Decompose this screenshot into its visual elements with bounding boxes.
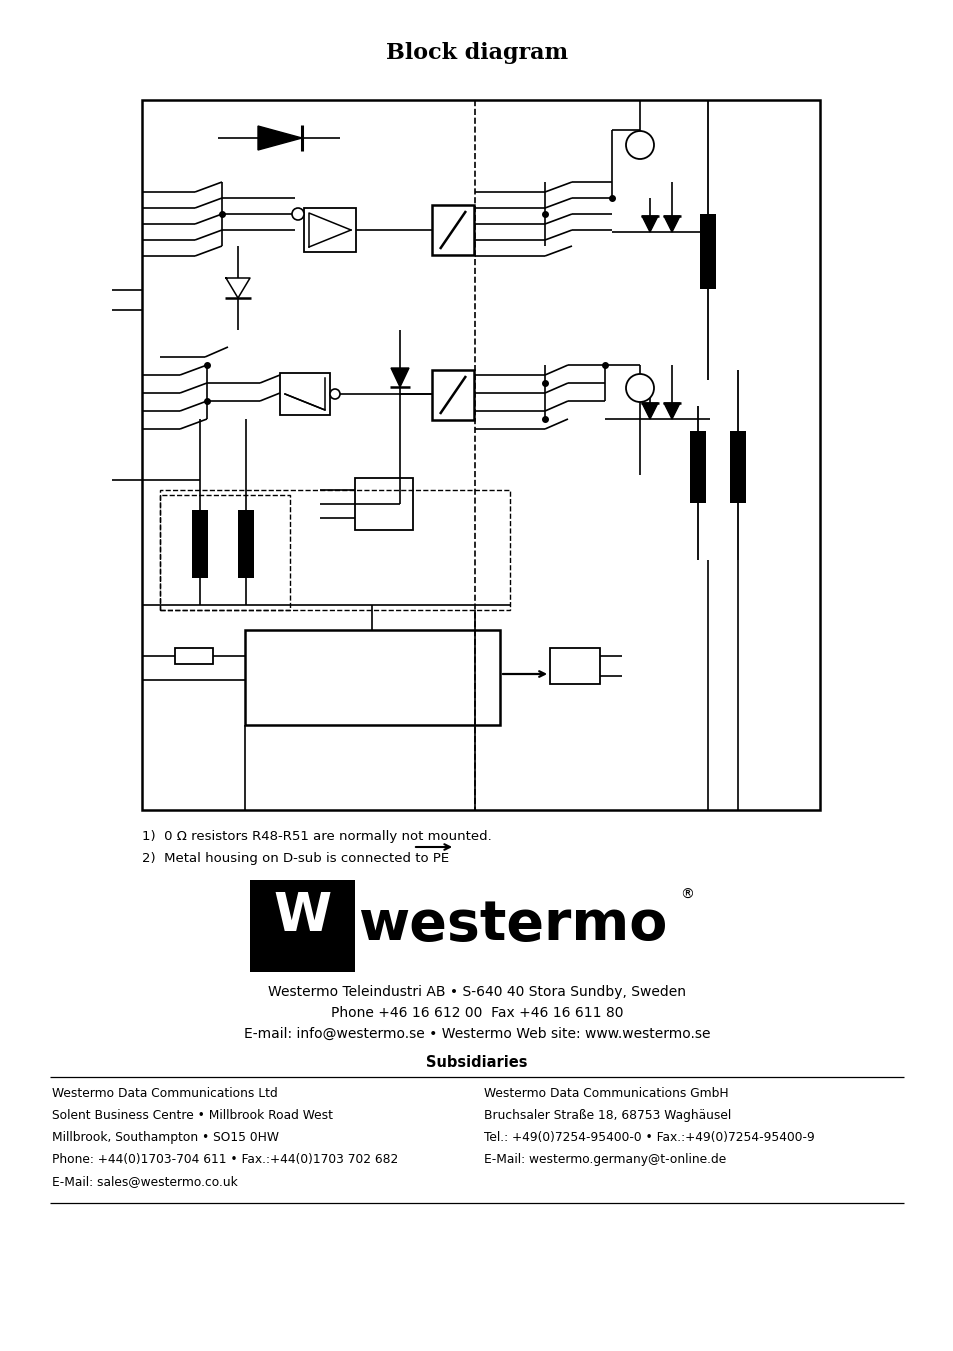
Polygon shape: [663, 403, 679, 419]
Text: Block diagram: Block diagram: [386, 42, 567, 63]
Circle shape: [330, 389, 339, 399]
Bar: [174, 648, 213, 663]
Text: 1)  0 Ω resistors R48-R51 are normally not mounted.: 1) 0 Ω resistors R48-R51 are normally no…: [142, 830, 491, 843]
Bar: [355, 478, 413, 530]
Bar: [160, 494, 290, 611]
Text: ®: ®: [679, 888, 693, 902]
Bar: [700, 213, 716, 289]
Bar: [304, 208, 355, 253]
Text: Phone +46 16 612 00  Fax +46 16 611 80: Phone +46 16 612 00 Fax +46 16 611 80: [331, 1006, 622, 1020]
Circle shape: [625, 374, 654, 403]
Circle shape: [625, 131, 654, 159]
Polygon shape: [641, 403, 658, 419]
Bar: [142, 100, 820, 811]
Text: Westermo Data Communications GmbH: Westermo Data Communications GmbH: [483, 1088, 728, 1100]
Bar: [237, 509, 253, 578]
Bar: [280, 373, 330, 415]
Text: Phone: +44(0)1703-704 611 • Fax.:+44(0)1703 702 682: Phone: +44(0)1703-704 611 • Fax.:+44(0)1…: [52, 1152, 397, 1166]
Bar: [250, 880, 355, 971]
Text: E-Mail: sales@westermo.co.uk: E-Mail: sales@westermo.co.uk: [52, 1175, 237, 1188]
Bar: [432, 370, 474, 420]
Polygon shape: [641, 216, 658, 232]
Polygon shape: [391, 367, 409, 386]
Bar: [729, 431, 745, 503]
Text: Westermo Teleindustri AB • S-640 40 Stora Sundby, Sweden: Westermo Teleindustri AB • S-640 40 Stor…: [268, 985, 685, 998]
Text: E-Mail: westermo.germany@t-online.de: E-Mail: westermo.germany@t-online.de: [483, 1152, 725, 1166]
Bar: [245, 630, 499, 725]
Bar: [192, 509, 208, 578]
Bar: [160, 490, 510, 611]
Polygon shape: [257, 126, 302, 150]
Bar: [689, 431, 705, 503]
Text: W: W: [273, 890, 331, 942]
Bar: [432, 205, 474, 255]
Text: Solent Business Centre • Millbrook Road West: Solent Business Centre • Millbrook Road …: [52, 1109, 333, 1121]
Bar: [550, 648, 599, 684]
Text: westermo: westermo: [357, 898, 667, 952]
Text: Tel.: +49(0)7254-95400-0 • Fax.:+49(0)7254-95400-9: Tel.: +49(0)7254-95400-0 • Fax.:+49(0)72…: [483, 1131, 814, 1144]
Text: Subsidiaries: Subsidiaries: [426, 1055, 527, 1070]
Text: Bruchsaler Straße 18, 68753 Waghäusel: Bruchsaler Straße 18, 68753 Waghäusel: [483, 1109, 731, 1121]
Polygon shape: [663, 216, 679, 232]
Text: E-mail: info@westermo.se • Westermo Web site: www.westermo.se: E-mail: info@westermo.se • Westermo Web …: [244, 1027, 709, 1042]
Text: Millbrook, Southampton • SO15 0HW: Millbrook, Southampton • SO15 0HW: [52, 1131, 278, 1144]
Circle shape: [292, 208, 304, 220]
Text: 2)  Metal housing on D-sub is connected to PE: 2) Metal housing on D-sub is connected t…: [142, 852, 449, 865]
Text: Westermo Data Communications Ltd: Westermo Data Communications Ltd: [52, 1088, 277, 1100]
